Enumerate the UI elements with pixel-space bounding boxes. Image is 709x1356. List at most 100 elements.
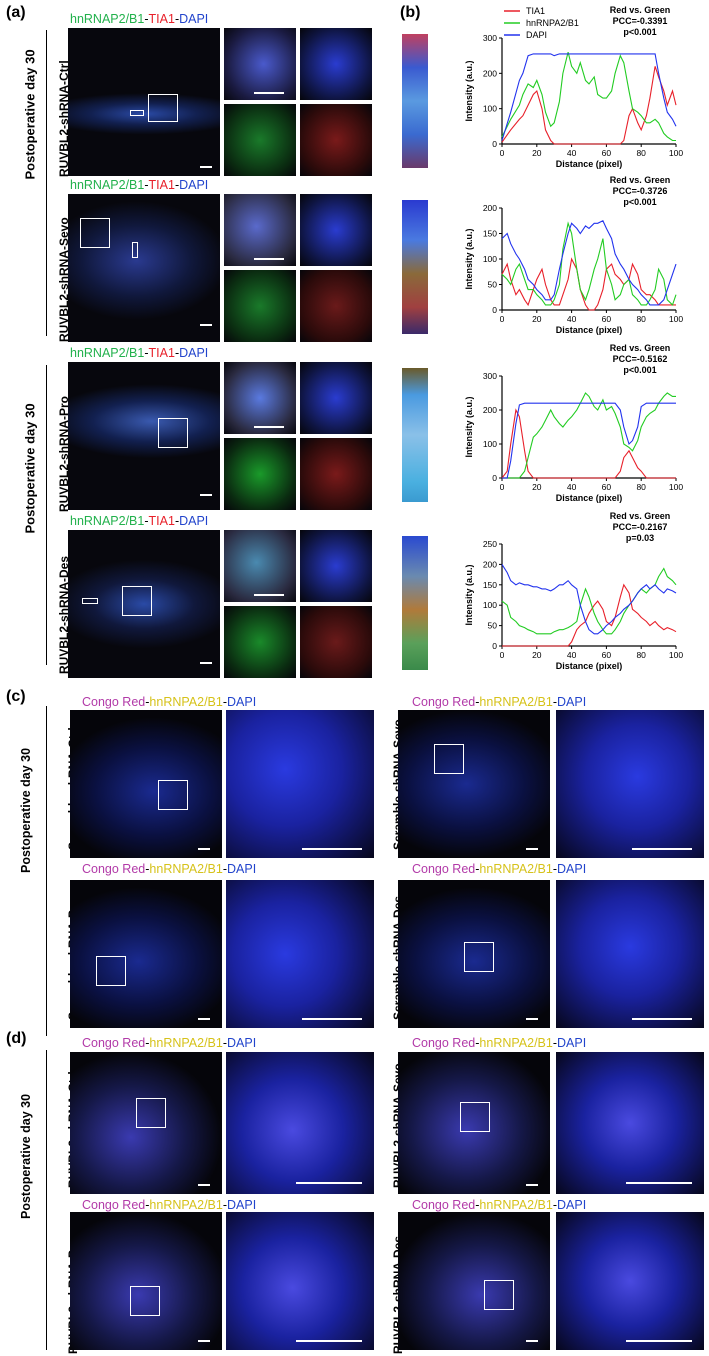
line-profile-chart: 0 50 100 150 200 250 0 20 40 60 80 100 Distance (pix… — [464, 511, 683, 671]
line-profile-chart: 0 100 200 300 0 20 40 60 80 100 Distance (pixel) In… — [464, 5, 683, 169]
series-line-tia1 — [501, 257, 676, 311]
micrograph-red — [300, 270, 372, 342]
stat-annotation: p<0.001 — [623, 27, 656, 37]
scale-bar — [632, 1018, 692, 1020]
series-line-dapi — [501, 220, 677, 306]
x-tick-label: 0 — [500, 482, 505, 492]
scale-bar — [200, 494, 212, 496]
micrograph-dapi — [300, 194, 372, 266]
panel-label-d: (d) — [6, 1030, 27, 1047]
micrograph-overview — [68, 194, 220, 342]
x-tick-label: 40 — [567, 650, 577, 660]
stat-annotation: Red vs. Green — [610, 343, 671, 353]
scale-bar — [198, 848, 210, 850]
scale-bar — [254, 426, 284, 428]
stat-annotation: Red vs. Green — [610, 511, 671, 521]
x-tick-label: 60 — [602, 148, 612, 158]
zoom-box — [460, 1102, 490, 1132]
profile-strip — [402, 34, 428, 168]
group-bracket — [46, 30, 47, 336]
x-tick-label: 60 — [602, 314, 612, 324]
x-tick-label: 100 — [669, 650, 683, 660]
stat-annotation: p<0.001 — [623, 197, 656, 207]
stat-annotation: PCC=-0.3726 — [613, 186, 668, 196]
series-line-tia1 — [501, 66, 677, 145]
x-axis-label: Distance (pixel) — [556, 661, 623, 671]
x-tick-label: 40 — [567, 314, 577, 324]
panel-label-a: (a) — [6, 4, 26, 21]
micrograph-overview — [70, 1212, 222, 1350]
scale-bar — [302, 1018, 362, 1020]
stain-label: Congo Red-hnRNPA2/B1-DAPI — [82, 695, 257, 709]
x-tick-label: 20 — [532, 148, 542, 158]
zoom-box — [434, 744, 464, 774]
zoom-box — [464, 942, 494, 972]
stain-label: hnRNAP2/B1-TIA1-DAPI — [70, 12, 209, 26]
scale-bar — [626, 1182, 692, 1184]
y-tick-label: 250 — [483, 539, 497, 549]
x-tick-label: 100 — [669, 314, 683, 324]
zoom-box — [96, 956, 126, 986]
y-tick-label: 0 — [492, 305, 497, 315]
series-line-hnrnpa2b1 — [502, 392, 676, 479]
x-tick-label: 60 — [602, 482, 612, 492]
series-line-dapi — [502, 402, 676, 479]
stain-label: Congo Red-hnRNPA2/B1-DAPI — [412, 862, 587, 876]
stain-label: hnRNAP2/B1-TIA1-DAPI — [70, 514, 209, 528]
zoom-box — [122, 586, 152, 616]
y-tick-label: 50 — [488, 280, 498, 290]
series-line-tia1 — [502, 583, 677, 647]
x-tick-label: 40 — [567, 148, 577, 158]
stain-label: hnRNAP2/B1-TIA1-DAPI — [70, 178, 209, 192]
scale-bar — [526, 1184, 538, 1186]
scale-bar — [526, 1018, 538, 1020]
x-tick-label: 100 — [669, 148, 683, 158]
micrograph-overview — [70, 1052, 222, 1194]
line-profile-chart: 0 50 100 150 200 0 20 40 60 80 100 Distance (pixel)… — [464, 175, 683, 335]
stain-label: Congo Red-hnRNPA2/B1-DAPI — [412, 1036, 587, 1050]
micrograph-merge-zoom — [224, 28, 296, 100]
x-tick-label: 80 — [636, 482, 646, 492]
x-tick-label: 0 — [500, 650, 505, 660]
series-line-dapi — [501, 564, 677, 635]
scale-bar — [296, 1340, 362, 1342]
scale-bar — [198, 1340, 210, 1342]
profile-line-box — [82, 598, 98, 604]
y-tick-label: 0 — [492, 641, 497, 651]
micrograph-red — [300, 438, 372, 510]
micrograph-merge-zoom — [224, 362, 296, 434]
series-line-dapi — [501, 53, 677, 141]
scale-bar — [526, 1340, 538, 1342]
zoom-box — [158, 780, 188, 810]
y-axis-label: Intensity (a.u.) — [464, 564, 474, 625]
micrograph-zoom — [556, 710, 704, 858]
profile-strip — [402, 536, 428, 670]
micrograph-dapi — [300, 530, 372, 602]
x-tick-label: 20 — [532, 482, 542, 492]
stain-label: Congo Red-hnRNPA2/B1-DAPI — [82, 1036, 257, 1050]
y-tick-label: 200 — [483, 405, 497, 415]
x-axis-label: Distance (pixel) — [556, 325, 623, 335]
micrograph-overview — [398, 880, 550, 1028]
timepoint-label: Postoperative day 30 — [19, 747, 33, 873]
zoom-box — [484, 1280, 514, 1310]
group-bracket — [46, 706, 47, 1036]
zoom-box — [136, 1098, 166, 1128]
stat-annotation: p=0.03 — [626, 533, 654, 543]
micrograph-green — [224, 270, 296, 342]
scale-bar — [626, 1340, 692, 1342]
legend-label: hnRNPA2/B1 — [526, 18, 579, 28]
zoom-box — [148, 94, 178, 122]
stain-label: Congo Red-hnRNPA2/B1-DAPI — [412, 695, 587, 709]
y-axis-label: Intensity (a.u.) — [464, 396, 474, 457]
stain-label: Congo Red-hnRNPA2/B1-DAPI — [82, 1198, 257, 1212]
x-tick-label: 0 — [500, 314, 505, 324]
y-tick-label: 100 — [483, 254, 497, 264]
stain-label: Congo Red-hnRNPA2/B1-DAPI — [412, 1198, 587, 1212]
y-tick-label: 100 — [483, 439, 497, 449]
zoom-box — [130, 1286, 160, 1316]
timepoint-label: Postoperative day 30 — [22, 49, 38, 180]
y-tick-label: 100 — [483, 600, 497, 610]
micrograph-overview — [70, 880, 222, 1028]
x-tick-label: 20 — [532, 314, 542, 324]
